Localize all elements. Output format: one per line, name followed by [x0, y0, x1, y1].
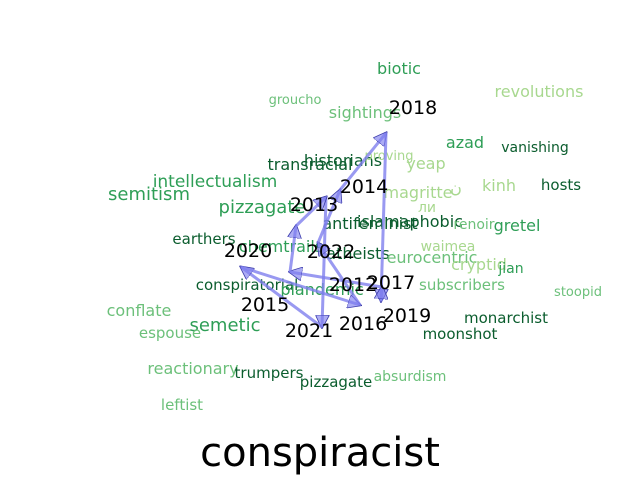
year-arrow [381, 287, 382, 302]
context-word: cryptid [451, 255, 507, 274]
year-label: 2012 [329, 274, 377, 296]
context-word: semitism [108, 184, 190, 205]
context-word: atheists [326, 244, 389, 263]
context-word: semetic [189, 315, 260, 336]
year-label: 2019 [383, 305, 431, 327]
year-arrow [318, 243, 362, 306]
context-word: biotic [377, 59, 421, 78]
context-word: pizzagate [219, 197, 306, 218]
context-word: yeap [406, 154, 445, 173]
context-word: gretel [494, 216, 541, 235]
context-word: islamaphobic [357, 212, 463, 231]
context-word: eurocentric [387, 248, 478, 267]
context-word: chemtrails [239, 237, 323, 256]
context-word: ن [450, 178, 462, 197]
context-word: kinh [482, 176, 516, 195]
year-label: 2013 [290, 194, 338, 216]
year-arrow [241, 267, 323, 329]
context-word: leftist [161, 396, 203, 414]
year-label: 2021 [285, 320, 333, 342]
year-label: 2016 [339, 313, 387, 335]
year-arrow [316, 190, 340, 244]
figure-title: conspiracist [200, 430, 440, 476]
year-label: 2014 [340, 176, 388, 198]
context-word: revolutions [495, 82, 584, 101]
year-label: 2020 [224, 240, 272, 262]
year-label: 2017 [367, 272, 415, 294]
context-word: intellectualism [153, 172, 278, 192]
context-word: transracial [267, 155, 352, 174]
context-word: subscribers [419, 276, 505, 294]
context-word: magritte [384, 183, 453, 202]
context-word: jian [497, 261, 523, 277]
year-label: 2015 [241, 294, 289, 316]
context-word: conflate [107, 301, 172, 320]
year-arrow [290, 226, 296, 273]
context-word: stoopid [554, 285, 602, 300]
context-word: groucho [269, 93, 322, 108]
context-word: moonshot [423, 325, 498, 343]
context-word: azad [446, 133, 484, 152]
context-word: waimea [421, 239, 476, 255]
context-word: reactionary [147, 359, 238, 378]
context-word: historians [304, 151, 382, 170]
context-word: proving [364, 149, 413, 164]
context-word: sightings [329, 103, 401, 122]
context-word: pizzagate [300, 373, 372, 391]
context-word: antifeminist [322, 214, 417, 233]
context-word: hosts [541, 176, 581, 194]
context-word: vanishing [501, 140, 568, 156]
context-word: ли [418, 200, 436, 216]
context-word: trumpers [235, 364, 304, 382]
context-words: biotic revolutions groucho sightings azad van… [107, 59, 602, 414]
year-arrow [240, 265, 360, 305]
context-word: monarchist [464, 309, 548, 327]
year-arrow [338, 133, 386, 191]
context-word: earthers [172, 230, 235, 248]
year-arrow [290, 272, 383, 289]
year-arrow [294, 197, 326, 228]
year-path-arrows [241, 133, 386, 327]
context-word: renoir [453, 217, 494, 233]
year-label: 2018 [389, 97, 437, 119]
year-arrow [381, 132, 386, 301]
year-arrow [322, 196, 326, 327]
context-word: espouse [139, 324, 201, 342]
year-label: 2022 [307, 241, 355, 263]
context-word: absurdism [374, 369, 447, 385]
